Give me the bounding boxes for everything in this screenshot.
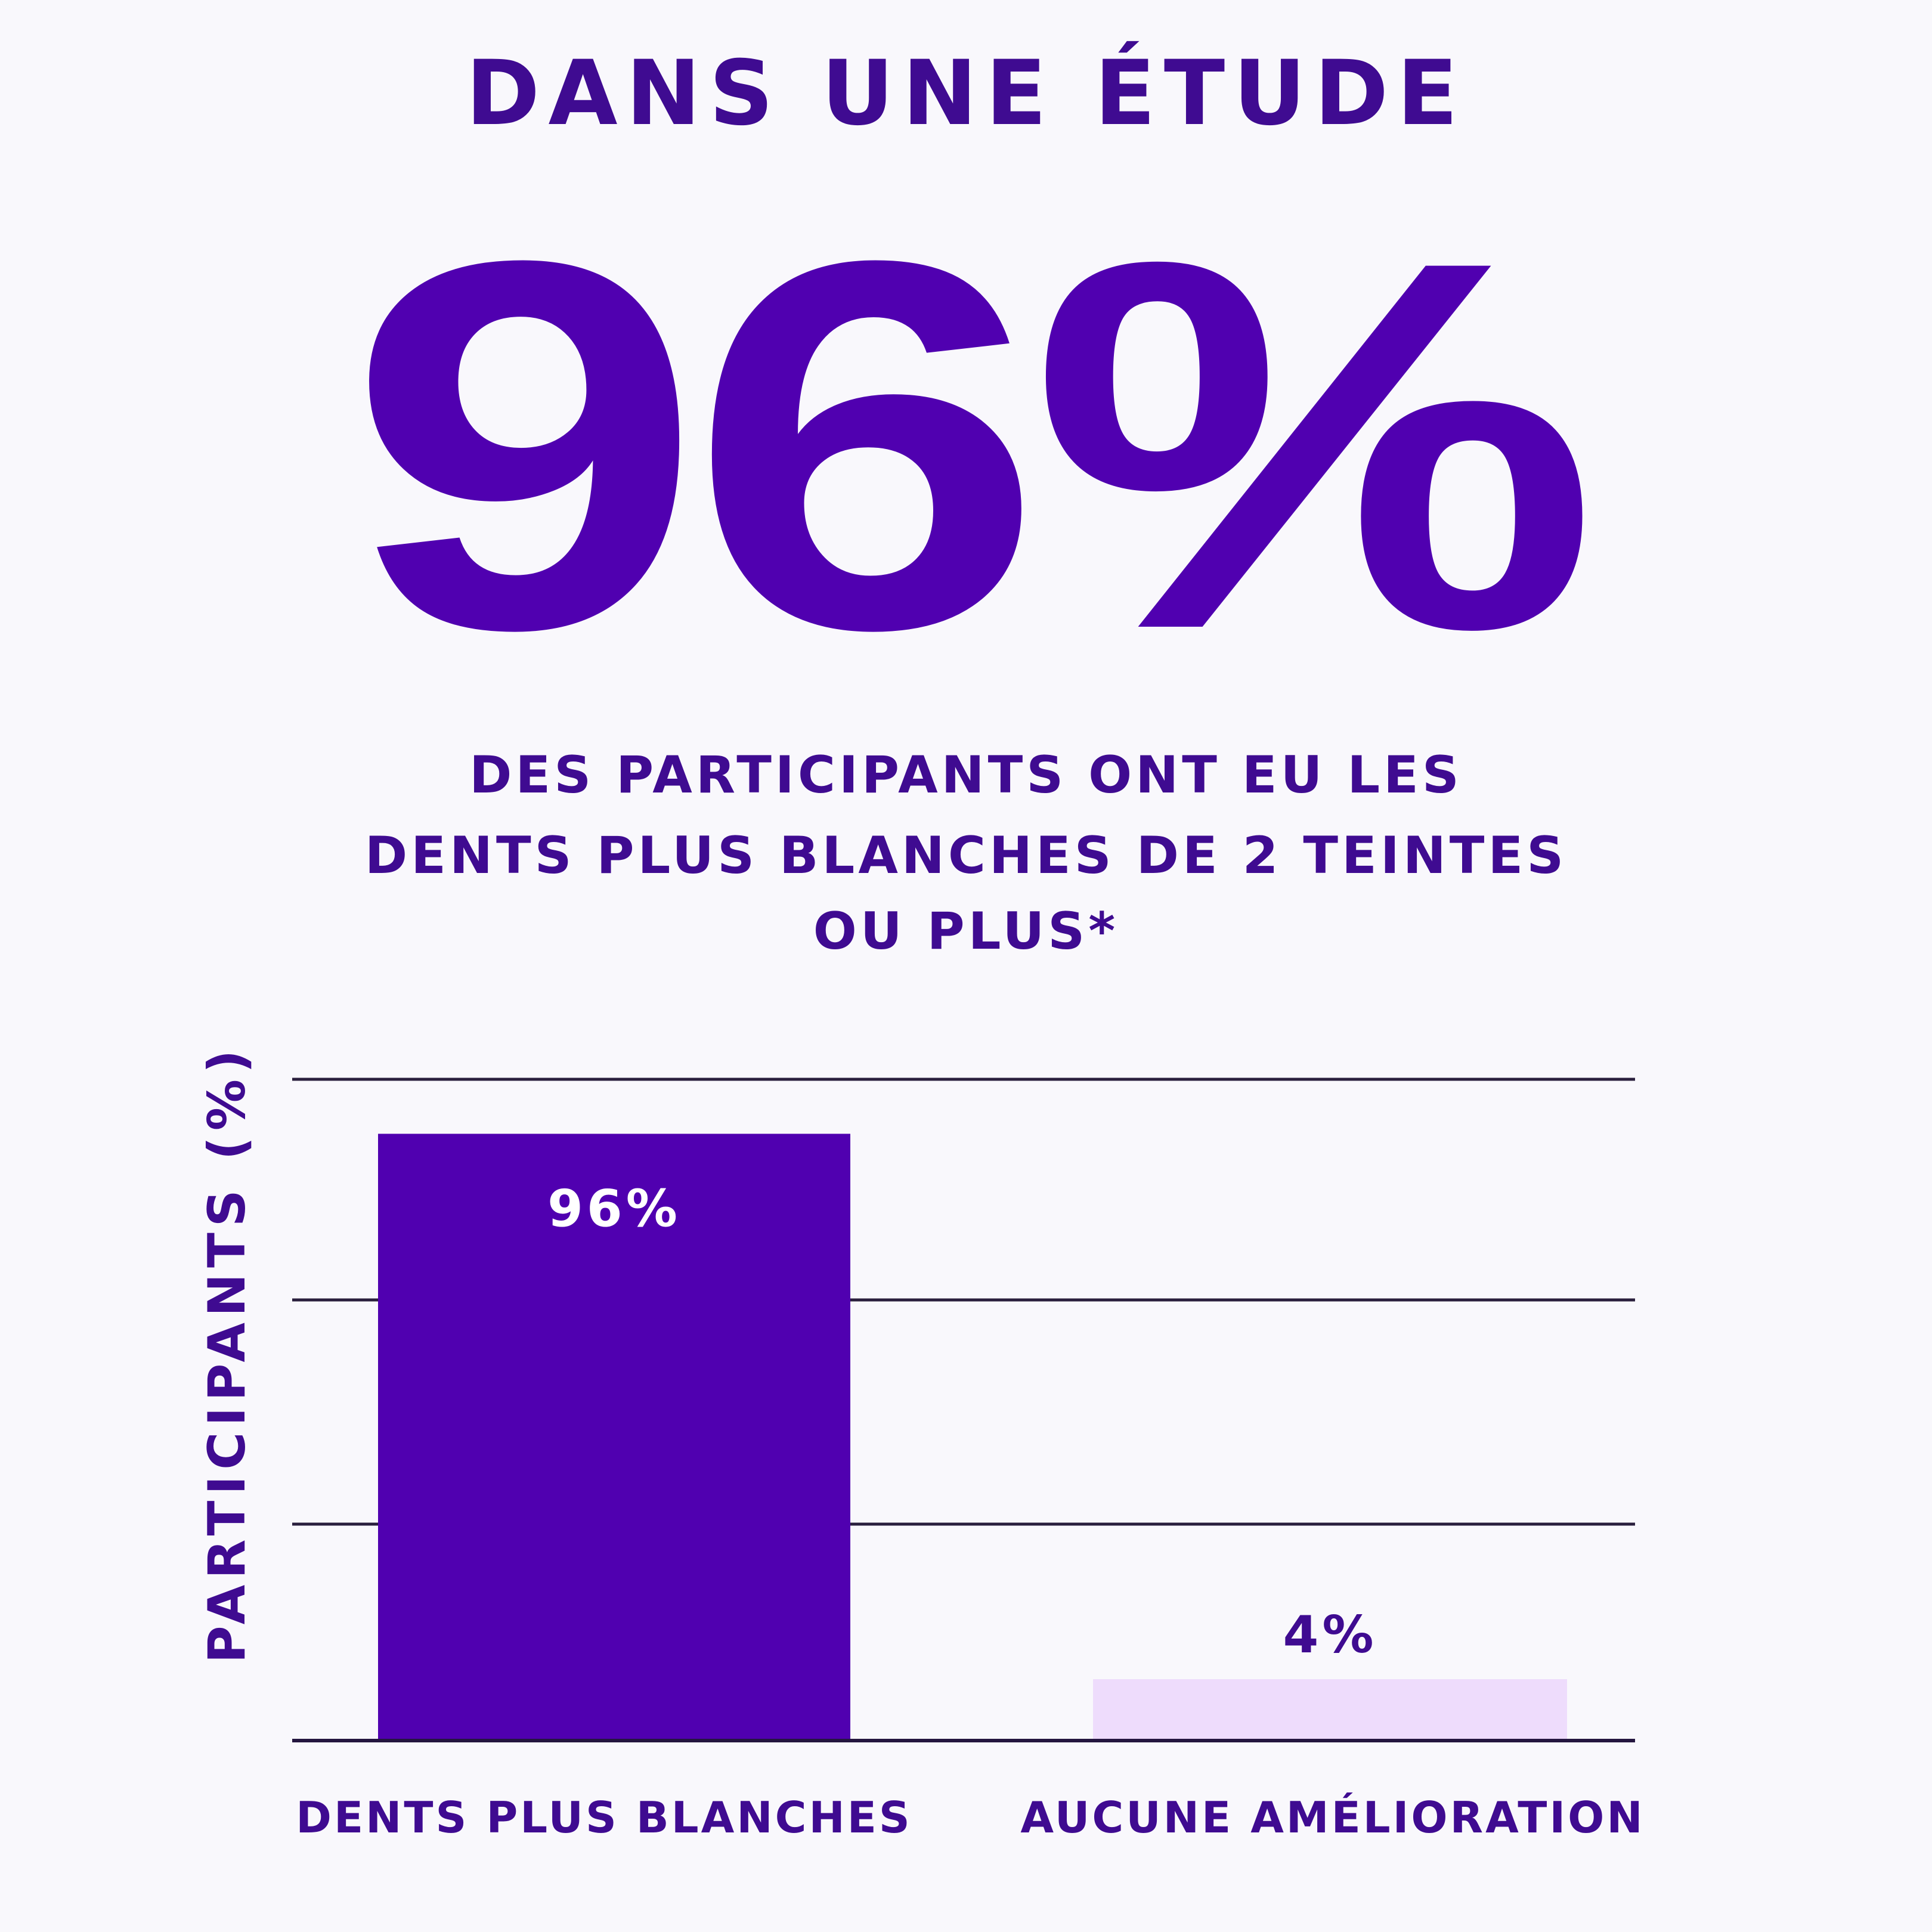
headline-stat: 96% [0, 152, 1932, 738]
category-label: DENTS PLUS BLANCHES [296, 1792, 912, 1843]
subtitle-line-1: DES PARTICIPANTS ONT EU LES [469, 745, 1463, 805]
subtitle-line-2: DENTS PLUS BLANCHES DE 2 TEINTES [364, 826, 1568, 886]
data-label: 4% [1283, 1605, 1377, 1665]
bar-2 [1093, 1679, 1567, 1741]
subtitle-line-3: OU PLUS* [813, 902, 1119, 961]
data-label: 96% [547, 1179, 681, 1239]
category-label: AUCUNE AMÉLIORATION [1020, 1792, 1645, 1843]
y-axis-label: PARTICIPANTS (%) [197, 1044, 257, 1664]
headline-stat-text: 96% [347, 152, 1599, 738]
bar-1 [378, 1134, 850, 1741]
title: DANS UNE ÉTUDE [466, 42, 1466, 145]
